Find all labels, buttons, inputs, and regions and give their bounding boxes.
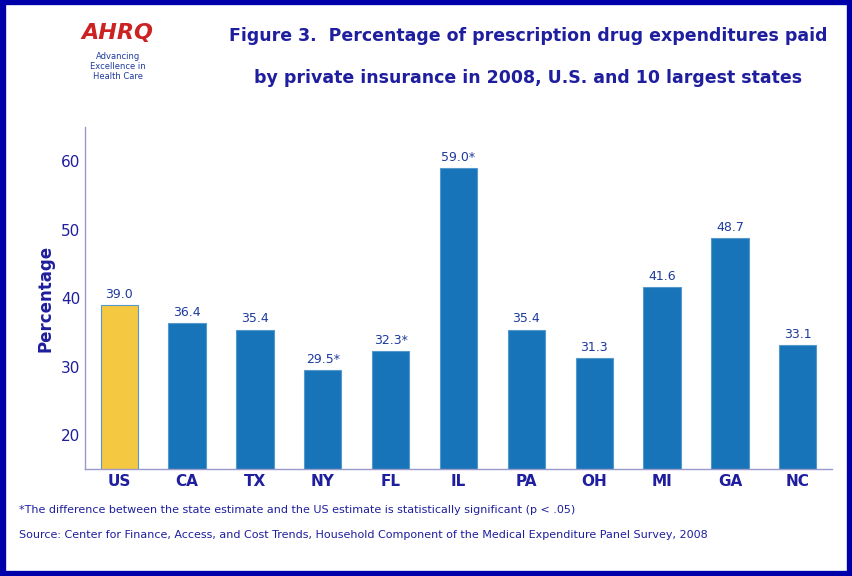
Text: 35.4: 35.4 xyxy=(241,313,268,325)
Bar xyxy=(642,287,680,573)
Bar xyxy=(778,346,815,573)
Text: Figure 3.  Percentage of prescription drug expenditures paid: Figure 3. Percentage of prescription dru… xyxy=(228,27,826,45)
Text: 48.7: 48.7 xyxy=(715,221,743,234)
Bar xyxy=(711,238,748,573)
Bar xyxy=(371,351,409,573)
Text: 🦅: 🦅 xyxy=(32,38,47,62)
Text: Advancing
Excellence in
Health Care: Advancing Excellence in Health Care xyxy=(90,52,146,81)
Text: 35.4: 35.4 xyxy=(512,313,539,325)
Text: 31.3: 31.3 xyxy=(579,340,607,354)
Text: 39.0: 39.0 xyxy=(106,288,133,301)
Text: AHRQ: AHRQ xyxy=(82,23,153,43)
Text: 36.4: 36.4 xyxy=(173,306,201,319)
Bar xyxy=(507,329,544,573)
Text: *The difference between the state estimate and the US estimate is statistically : *The difference between the state estima… xyxy=(19,505,574,515)
Bar xyxy=(304,370,341,573)
Text: 59.0*: 59.0* xyxy=(440,151,475,164)
Text: by private insurance in 2008, U.S. and 10 largest states: by private insurance in 2008, U.S. and 1… xyxy=(254,69,802,86)
Y-axis label: Percentage: Percentage xyxy=(36,245,54,351)
Bar xyxy=(236,329,273,573)
Text: Source: Center for Finance, Access, and Cost Trends, Household Component of the : Source: Center for Finance, Access, and … xyxy=(19,529,706,540)
Text: 29.5*: 29.5* xyxy=(305,353,339,366)
Text: 33.1: 33.1 xyxy=(783,328,810,341)
Bar xyxy=(575,358,612,573)
Bar xyxy=(440,168,476,573)
Bar xyxy=(168,323,205,573)
Text: 41.6: 41.6 xyxy=(648,270,675,283)
Text: 32.3*: 32.3* xyxy=(373,334,407,347)
Bar xyxy=(101,305,138,573)
